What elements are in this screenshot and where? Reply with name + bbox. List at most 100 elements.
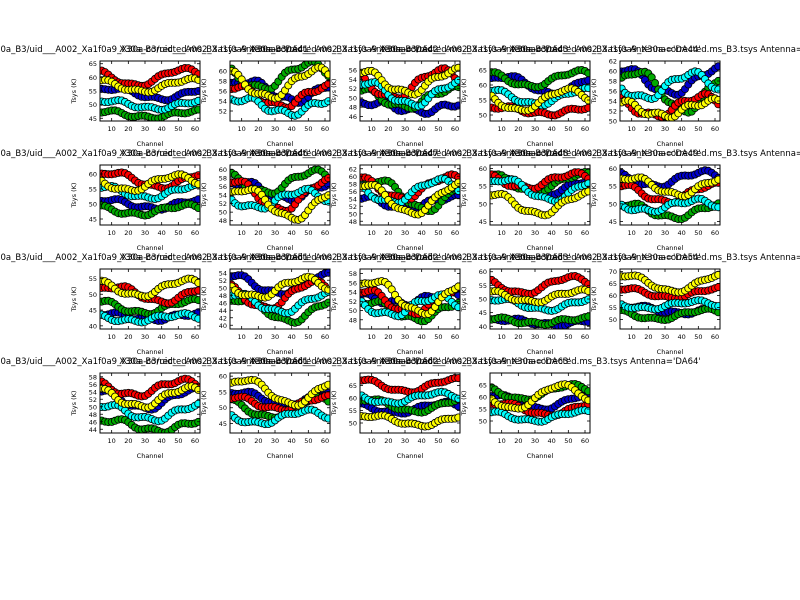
y-tick-label: 56: [349, 188, 357, 196]
data-point: [584, 103, 590, 112]
panel-title: X30a_B3/uid___A002_Xa1f0a9_X30a-correcte…: [119, 149, 441, 159]
plot-frame: [619, 164, 721, 226]
y-axis-label: Tsys (K): [590, 287, 598, 313]
tsys-panel-DA61: 10 20 30 40 50 604446485052545658ChannelTsys …: [70, 372, 201, 460]
panel-title: X30a_B3/uid___A002_Xa1f0a9_X30a-correcte…: [249, 253, 571, 263]
x-tick-label: 10: [368, 437, 376, 445]
series-group: [490, 66, 590, 120]
y-axis-label: Tsys (K): [330, 79, 338, 105]
plot-frame: [99, 268, 201, 330]
x-tick-label: 50: [304, 333, 312, 341]
y-tick-label: 52: [219, 200, 227, 208]
x-axis-label: Channel: [527, 348, 554, 356]
y-tick-label: 40: [479, 323, 487, 331]
y-tick-label: 54: [349, 289, 357, 297]
x-tick-label: 10: [628, 125, 636, 133]
y-tick-label: 60: [479, 82, 487, 90]
x-tick-label: 60: [711, 229, 719, 237]
y-tick-label: 60: [89, 74, 97, 82]
y-axis-label: Tsys (K): [200, 391, 208, 417]
x-tick-label: 50: [434, 333, 442, 341]
y-tick-label: 55: [219, 388, 227, 396]
x-tick-label: 30: [531, 437, 539, 445]
x-tick-label: 40: [678, 333, 686, 341]
x-tick-label: 20: [384, 437, 392, 445]
data-point: [714, 283, 720, 292]
y-tick-label: 52: [219, 108, 227, 116]
panel-title: X30a_B3/uid___A002_Xa1f0a9_X30a-correcte…: [249, 357, 571, 367]
tsys-panel-DA44: 10 20 30 40 50 60 50 55 60 65 Channel Tsys (K): [460, 60, 591, 148]
data-point: [194, 278, 200, 287]
y-tick-label: 54: [219, 98, 227, 106]
y-tick-label: 60: [219, 166, 227, 174]
x-tick-label: 50: [564, 125, 572, 133]
y-tick-label: 46: [349, 113, 357, 121]
data-point: [454, 76, 460, 85]
y-tick-label: 45: [219, 420, 227, 428]
data-point: [454, 178, 460, 187]
x-tick-label: 10: [108, 437, 116, 445]
y-axis-label: Tsys (K): [460, 183, 468, 209]
x-tick-label: 60: [451, 437, 459, 445]
y-tick-label: 65: [479, 382, 487, 390]
x-tick-label: 50: [174, 229, 182, 237]
x-tick-label: 60: [321, 333, 329, 341]
series-group: [230, 375, 330, 429]
x-tick-label: 20: [514, 125, 522, 133]
data-point: [194, 180, 200, 189]
tsys-panel-DA49: 10 20 30 40 50 60 45 50 55 60 Channel Tsys (K): [460, 164, 591, 252]
x-tick-label: 60: [581, 125, 589, 133]
x-axis-label: Channel: [267, 244, 294, 252]
y-tick-label: 60: [219, 373, 227, 381]
x-axis-label: Channel: [137, 452, 164, 460]
series-group: [360, 373, 460, 431]
plot-frame: [99, 372, 201, 434]
series-group: [100, 274, 200, 327]
y-tick-label: 65: [609, 280, 617, 288]
x-tick-label: 10: [368, 125, 376, 133]
tsys-panel-DA52: 10 20 30 40 50 604042444648505254ChannelTsys …: [200, 268, 331, 356]
x-tick-label: 50: [174, 333, 182, 341]
x-tick-label: 40: [288, 333, 296, 341]
y-tick-label: 55: [609, 304, 617, 312]
y-tick-label: 52: [609, 108, 617, 116]
y-tick-label: 48: [89, 411, 97, 419]
y-tick-label: 50: [349, 94, 357, 102]
series-group: [360, 63, 460, 118]
y-tick-label: 52: [349, 298, 357, 306]
data-point: [714, 95, 720, 104]
x-axis-label: Channel: [527, 452, 554, 460]
x-axis-label: Channel: [137, 140, 164, 148]
x-tick-label: 30: [271, 125, 279, 133]
y-tick-label: 54: [219, 192, 227, 200]
x-tick-label: 60: [321, 229, 329, 237]
y-tick-label: 52: [89, 396, 97, 404]
y-tick-label: 60: [89, 171, 97, 179]
x-axis-label: Channel: [657, 348, 684, 356]
x-tick-label: 40: [288, 125, 296, 133]
x-tick-label: 20: [124, 229, 132, 237]
x-tick-label: 40: [418, 125, 426, 133]
panel-title: X30a_B3/uid___A002_Xa1f0a9_X30a-correcte…: [509, 149, 800, 159]
y-tick-label: 50: [349, 307, 357, 315]
y-tick-label: 50: [349, 210, 357, 218]
x-tick-label: 30: [531, 229, 539, 237]
y-tick-label: 55: [349, 407, 357, 415]
x-tick-label: 10: [498, 125, 506, 133]
plot-frame: [229, 268, 331, 330]
y-tick-label: 56: [609, 88, 617, 96]
x-tick-label: 60: [451, 333, 459, 341]
x-tick-label: 60: [711, 125, 719, 133]
x-tick-label: 60: [321, 125, 329, 133]
y-tick-label: 48: [349, 316, 357, 324]
x-tick-label: 30: [531, 333, 539, 341]
series-group: [620, 166, 720, 224]
y-tick-label: 60: [349, 173, 357, 181]
x-tick-label: 30: [141, 333, 149, 341]
y-tick-label: 45: [479, 309, 487, 317]
x-tick-label: 50: [564, 229, 572, 237]
tsys-panel-DA64: 10 20 30 40 50 60 50 55 60 65 Channel Tsys (K): [460, 372, 591, 460]
y-tick-label: 48: [349, 104, 357, 112]
y-tick-label: 46: [219, 299, 227, 307]
